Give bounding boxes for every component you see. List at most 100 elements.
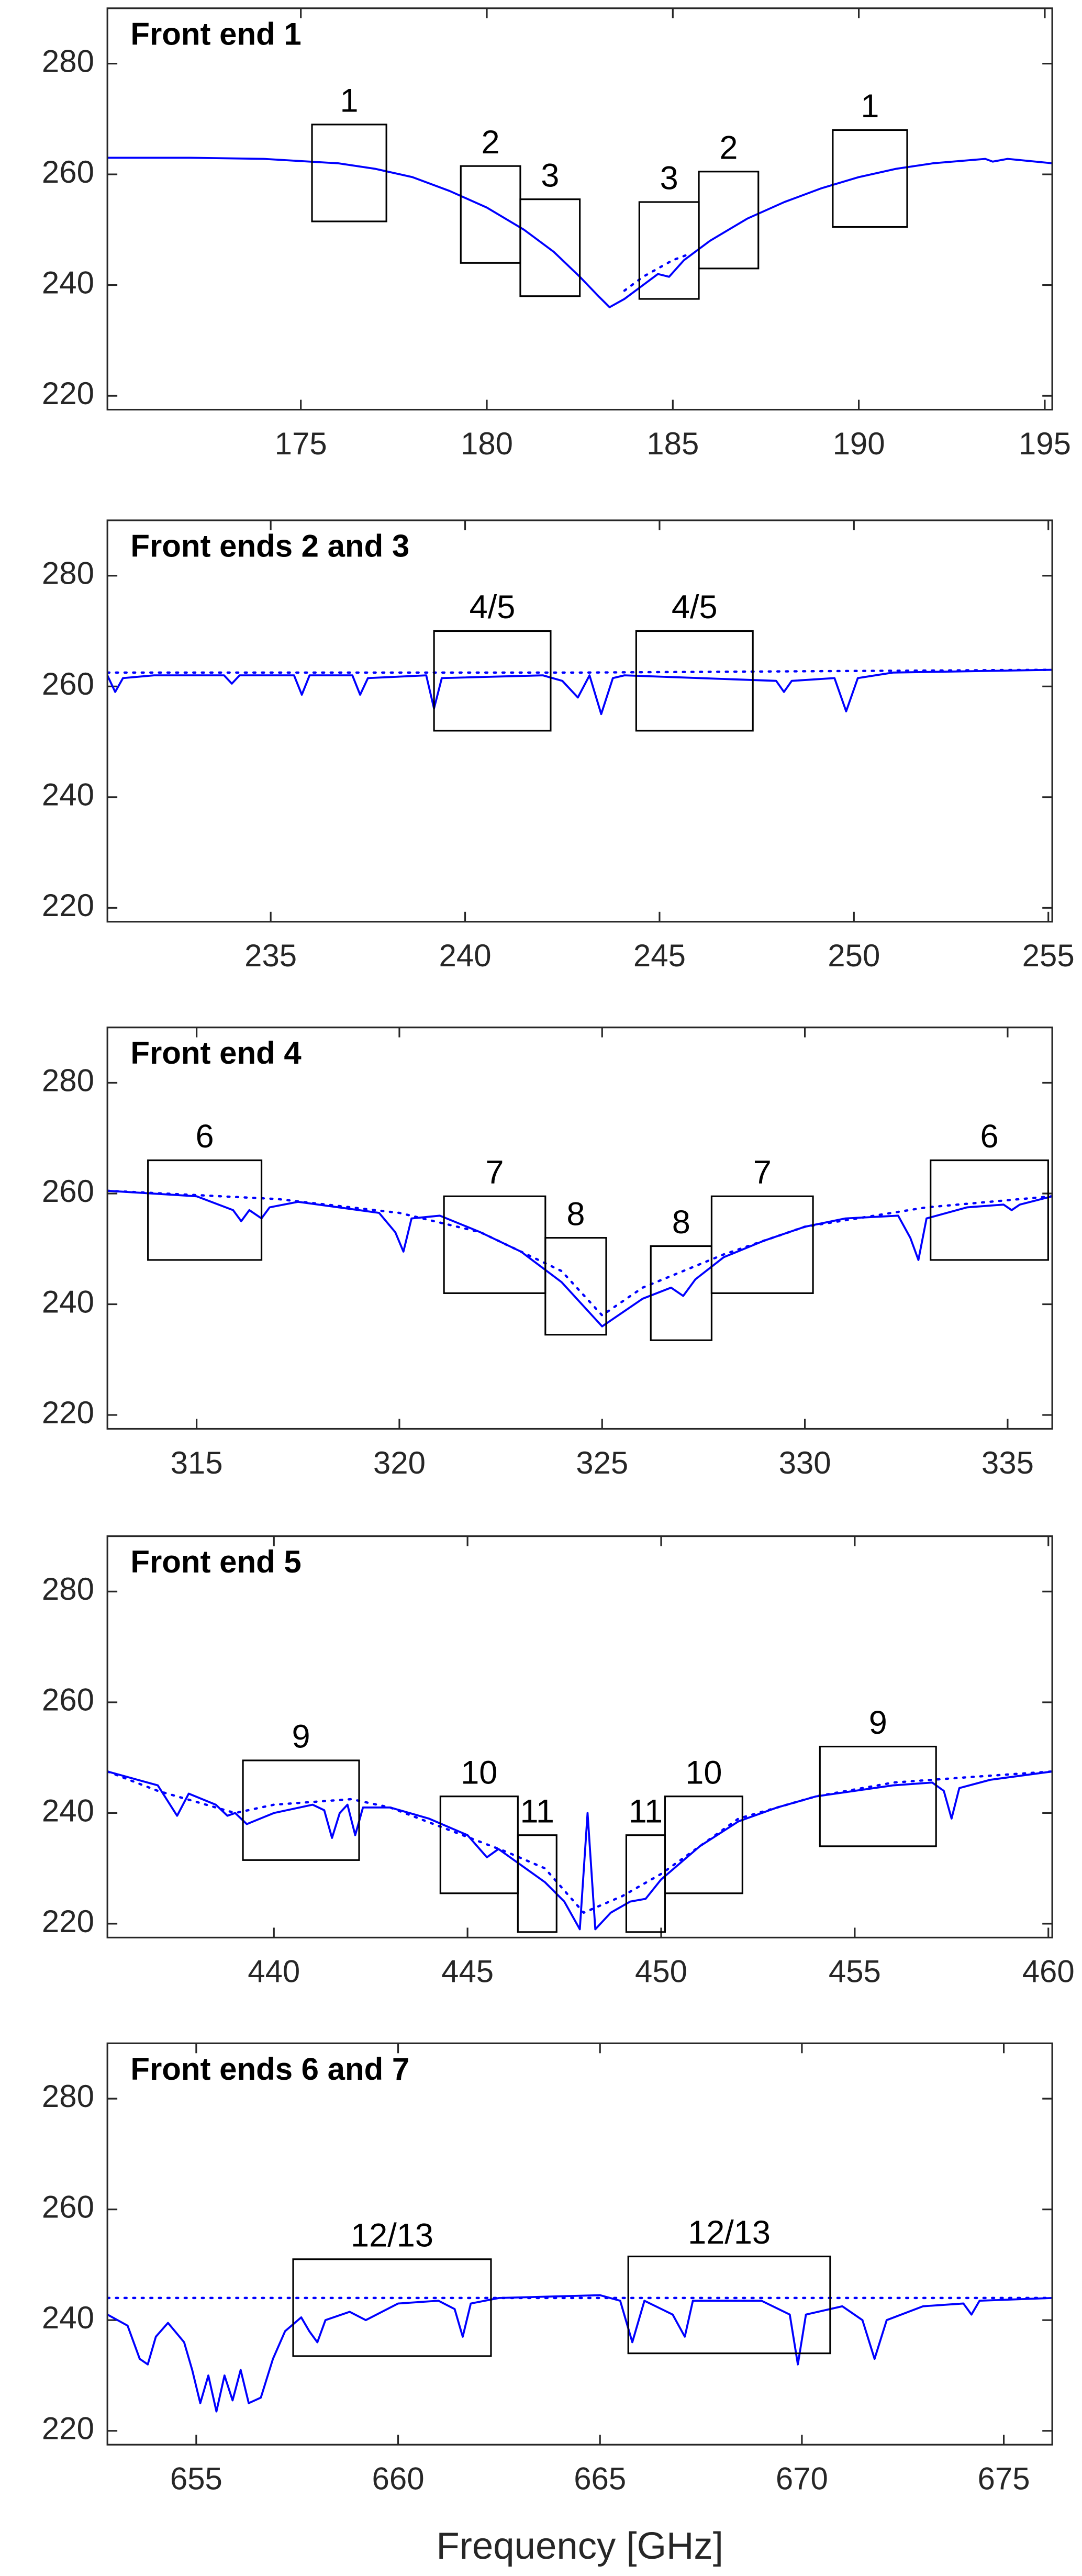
x-tick-label: 665 <box>574 2461 626 2496</box>
band-box <box>698 171 760 270</box>
x-tick-label: 175 <box>275 426 327 461</box>
plot-area <box>107 520 1053 922</box>
spectrum-line <box>107 2294 1053 2413</box>
spectrum-line <box>107 1770 1053 1931</box>
box-label: 9 <box>292 1719 310 1755</box>
y-tick-label: 240 <box>42 1284 94 1319</box>
plot-frame <box>106 2042 1053 2446</box>
box-label: 7 <box>753 1154 772 1191</box>
plot-frame <box>106 519 1053 923</box>
plot-frame <box>106 1027 1053 1430</box>
box-label: 4/5 <box>470 589 516 626</box>
band-box <box>635 630 754 732</box>
y-tick-label: 280 <box>42 1571 94 1607</box>
y-tick-label: 220 <box>42 2411 94 2446</box>
x-tick-label: 240 <box>439 938 492 973</box>
x-tick-label: 675 <box>978 2461 1030 2496</box>
box-label: 10 <box>685 1754 722 1791</box>
y-tick-label: 260 <box>42 1174 94 1209</box>
box-label: 3 <box>541 157 559 194</box>
box-label: 6 <box>196 1118 214 1155</box>
x-tick-label: 185 <box>646 426 699 461</box>
x-tick-label: 195 <box>1019 426 1071 461</box>
baseline-line <box>107 668 1053 674</box>
x-tick-label: 250 <box>828 938 880 973</box>
band-box <box>517 1834 557 1933</box>
baseline-line <box>107 1189 1053 1317</box>
band-box <box>433 630 552 732</box>
plot-area <box>107 1536 1053 1938</box>
panel: 220 240 260 280 235 240 245 250 255 4/5 4/5 Front e… <box>42 519 1075 973</box>
x-tick-label: 190 <box>833 426 885 461</box>
y-tick-label: 220 <box>42 1395 94 1430</box>
band-box <box>519 198 581 297</box>
y-tick-label: 220 <box>42 1904 94 1939</box>
plot-area <box>107 2043 1053 2445</box>
band-box <box>832 129 908 228</box>
x-tick-label: 330 <box>779 1445 831 1480</box>
x-tick-label: 445 <box>441 1954 494 1989</box>
series-group <box>107 1770 1053 1931</box>
box-label: 12/13 <box>351 2217 433 2254</box>
band-box <box>544 1237 607 1336</box>
y-tick-label: 220 <box>42 376 94 411</box>
spectrum-line <box>107 668 1053 716</box>
series-group <box>107 1189 1053 1328</box>
x-tick-label: 335 <box>981 1445 1034 1480</box>
box-label: 1 <box>861 88 879 125</box>
box-label: 6 <box>980 1118 999 1155</box>
box-label: 1 <box>340 83 359 119</box>
x-tick-label: 245 <box>633 938 686 973</box>
panel-title: Front end 1 <box>130 16 301 51</box>
y-tick-label: 280 <box>42 1063 94 1098</box>
y-tick-label: 260 <box>42 1682 94 1718</box>
y-tick-label: 260 <box>42 666 94 701</box>
baseline-line <box>107 1770 1053 1914</box>
x-tick-label: 320 <box>373 1445 426 1480</box>
baseline-line <box>623 253 689 292</box>
y-tick-label: 240 <box>42 265 94 300</box>
spectrum-line <box>107 157 1053 308</box>
series-group <box>107 668 1053 716</box>
x-tick-label: 660 <box>372 2461 425 2496</box>
box-label: 2 <box>719 129 738 166</box>
y-tick-label: 280 <box>42 43 94 79</box>
y-tick-label: 280 <box>42 2079 94 2114</box>
y-tick-label: 260 <box>42 154 94 189</box>
y-tick-label: 240 <box>42 2300 94 2335</box>
box-label: 10 <box>461 1754 497 1791</box>
panel-title: Front end 5 <box>130 1544 301 1579</box>
box-label: 11 <box>520 1793 554 1830</box>
y-tick-label: 240 <box>42 777 94 812</box>
x-tick-label: 655 <box>170 2461 222 2496</box>
box-label: 12/13 <box>688 2214 771 2251</box>
band-box <box>242 1759 360 1861</box>
panel: 220 240 260 280 440 445 450 455 460 9 10 11 11 10 9 Fro… <box>42 1535 1075 1989</box>
x-tick-label: 460 <box>1022 1954 1075 1989</box>
x-tick-label: 235 <box>244 938 297 973</box>
y-tick-label: 280 <box>42 556 94 591</box>
spectrum-line <box>107 1189 1053 1328</box>
box-label: 8 <box>672 1204 690 1241</box>
x-tick-label: 325 <box>576 1445 628 1480</box>
y-tick-label: 240 <box>42 1793 94 1828</box>
band-box <box>292 2258 492 2357</box>
box-label: 4/5 <box>672 589 718 626</box>
box-label: 9 <box>869 1704 887 1741</box>
panel-title: Front ends 2 and 3 <box>130 528 409 563</box>
y-tick-label: 260 <box>42 2189 94 2224</box>
series-group <box>107 2294 1053 2413</box>
x-tick-label: 455 <box>829 1954 881 1989</box>
series-group <box>107 157 1053 308</box>
panel-title: Front end 4 <box>130 1035 302 1070</box>
band-box <box>664 1796 743 1894</box>
box-label: 8 <box>566 1196 585 1232</box>
band-box <box>627 2255 831 2355</box>
plot-area <box>107 1027 1053 1429</box>
x-tick-label: 180 <box>461 426 513 461</box>
band-box <box>819 1745 937 1847</box>
panel-title: Front ends 6 and 7 <box>130 2051 409 2087</box>
panel: 220 240 260 280 315 320 325 330 335 6 7 8 8 7 6 Front e… <box>42 1027 1053 1480</box>
